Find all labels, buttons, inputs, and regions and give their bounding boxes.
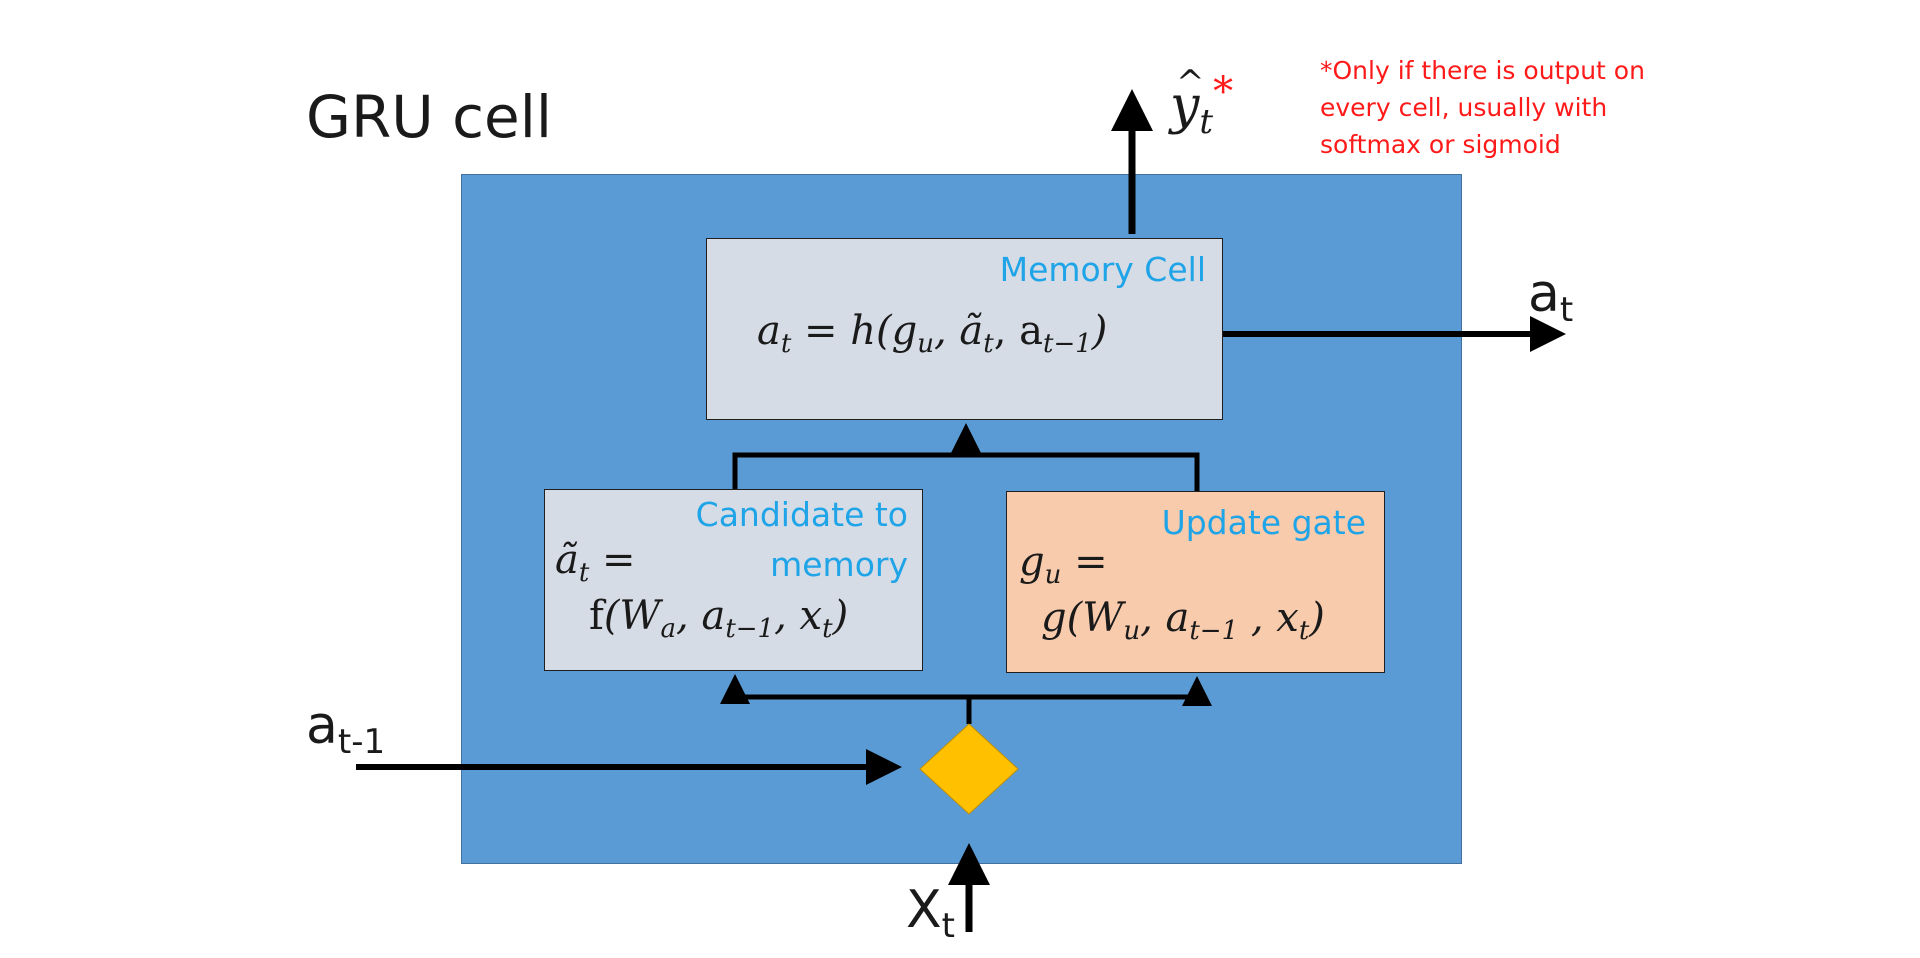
memory-cell-formula: at = h(gu, ãt, at−1) [757,308,1108,359]
candidate-memory-box: Candidate to memory ãt = f(Wa, at−1, xt) [544,489,923,671]
candidate-formula-line2: f(Wa, at−1, xt) [589,593,849,644]
input-merge-diamond [919,723,1019,815]
input-x-label: Xt [906,880,955,946]
update-gate-box: Update gate gu = g(Wu, at−1 , xt) [1006,491,1385,673]
candidate-label: Candidate to memory [695,495,908,584]
memory-cell-box: Memory Cell at = h(gu, ãt, at−1) [706,238,1223,420]
update-gate-label: Update gate [1161,503,1366,542]
update-formula-line1: gu = [1019,539,1108,590]
input-a-prev-label: at-1 [306,696,386,762]
update-formula-line2: g(Wu, at−1 , xt) [1041,595,1325,646]
output-a-label: at [1528,264,1574,330]
diagram-title: GRU cell [306,83,552,151]
memory-cell-label: Memory Cell [999,250,1206,289]
candidate-formula-line1: ãt = [555,537,636,588]
output-y-label: yt* [1170,66,1233,139]
merge-connector [732,452,1200,491]
output-note: *Only if there is output on every cell, … [1320,56,1645,159]
